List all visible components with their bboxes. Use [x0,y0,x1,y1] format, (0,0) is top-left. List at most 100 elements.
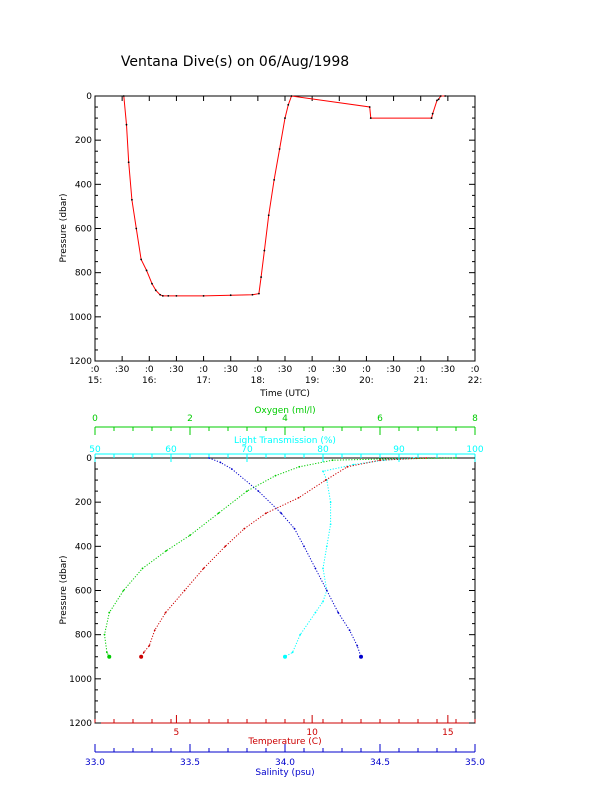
pressure-time-point [161,294,164,297]
bottom-y-ticks: 0 200 400 600 800 1000 1200 [69,454,475,729]
pressure-time-point [154,289,157,292]
bottom-plot-frame [94,457,476,724]
bottom-y-tick-label: 200 [75,498,92,508]
oxygen-profile-point [455,457,457,459]
pressure-time-point [125,123,128,126]
oxygen-tick-label: 4 [282,414,288,424]
top-y-tick-label: 400 [75,180,92,190]
salinity-profile-point [337,611,340,614]
oxygen-tick-label: 2 [187,414,193,424]
top-x-tick-label: :30 [223,365,238,375]
top-x-tick-label: :0 [362,365,371,375]
oxygen-tick-label: 6 [377,414,383,424]
light-transmission-tick-label: 100 [466,445,483,455]
oxygen-profile-point [217,512,220,515]
top-x-tick-label: :30 [278,365,293,375]
temperature-profile-point [324,479,327,481]
salinity-tick-label: 35.0 [465,758,485,768]
salinity-tick-label: 33.5 [180,758,200,768]
top-x-hour-label: 19: [305,376,319,386]
oxygen-profile-point [103,633,106,636]
pressure-time-point [273,179,276,181]
top-y-tick-label: 600 [75,225,92,235]
top-y-tick-label: 800 [75,269,92,279]
light-transmission-profile-point [314,611,317,614]
salinity-profile-point [230,468,233,470]
salinity-profile-line [208,457,362,657]
salinity-profile-point [356,644,359,647]
temperature-profile-line [140,457,427,658]
light-transmission-profile-point [299,633,302,636]
pressure-time-point [260,276,263,278]
top-y-tick-label: 0 [86,92,92,102]
top-x-tick-label: :0 [199,365,208,375]
bottom-y-tick-label: 0 [86,454,92,464]
pressure-time-point [278,148,281,150]
oxygen-profile-point [298,465,301,468]
top-x-hour-label: 18: [251,376,265,386]
pressure-time-point [267,214,270,217]
bottom-series-group [103,457,457,659]
top-x-hour-label: 16: [142,376,156,386]
top-pressure-time-panel: :015::30:016::30:017::30:018::30:019::30… [59,92,482,399]
top-series-group [122,95,447,297]
pressure-time-point [140,258,143,261]
oxygen-profile-point [122,589,125,592]
temperature-tick-label: 15 [442,728,453,738]
light-transmission-profile-point [322,470,324,473]
top-x-tick-label: :0 [308,365,317,375]
top-x-hour-label: 17: [196,376,210,386]
oxygen-profile-point [165,549,168,552]
pressure-time-point [251,293,254,296]
pressure-time-point [369,117,372,119]
pressure-time-point [258,292,260,295]
pressure-time-point [145,269,148,272]
light-transmission-profile-line [284,457,415,658]
pressure-time-point [287,103,290,106]
light-transmission-tick-label: 50 [89,445,101,455]
top-y-tick-label: 200 [75,136,92,146]
oxygen-tick-label: 0 [92,414,98,424]
temperature-bottom-marker [139,654,144,659]
oxygen-tick-label: 8 [472,414,478,424]
pressure-time-point [229,294,232,297]
light-transmission-profile-point [291,651,294,654]
top-x-tick-label: :30 [332,365,347,375]
oxygen-profile-point [105,651,108,654]
pressure-time-line [123,95,446,297]
light-transmission-tick-label: 70 [241,445,253,455]
temperature-profile-point [265,512,267,515]
top-y-tick-label: 1200 [69,357,92,367]
pressure-time-point [439,95,442,97]
top-plot-frame [94,95,476,362]
top-x-hour-label: 22: [468,376,482,386]
light-transmission-profile-point [329,523,332,526]
top-x-tick-label: :0 [91,365,100,375]
salinity-tick-label: 34.0 [275,758,295,768]
salinity-profile-point [257,490,260,493]
light-transmission-profile-point [322,600,324,603]
salinity-profile-point [219,461,222,464]
pressure-time-point [122,95,125,97]
top-x-hour-label: 15: [88,376,102,386]
temperature-profile-point [164,611,167,614]
light-transmission-profile-point [329,501,332,504]
temperature-profile-point [346,465,349,468]
salinity-profile-point [208,457,210,459]
pressure-time-point [131,198,133,201]
pressure-time-point [290,95,293,97]
salinity-profile-point [303,545,305,548]
bottom-y-axis-label: Pressure (dbar) [59,556,69,625]
top-x-tick-label: :30 [115,365,130,375]
oxygen-profile-point [331,459,334,462]
top-x-tick-label: :0 [416,365,425,375]
pressure-time-point [175,294,178,297]
pressure-time-point [430,117,433,119]
top-x-tick-label: :0 [471,365,480,375]
oxygen-profile-point [141,567,144,570]
top-x-ticks: :015::30:016::30:017::30:018::30:019::30… [88,96,482,386]
temperature-axis-label: Temperature (C) [247,737,321,747]
light-transmission-tick-label: 80 [317,445,329,455]
salinity-tick-label: 34.5 [370,758,390,768]
